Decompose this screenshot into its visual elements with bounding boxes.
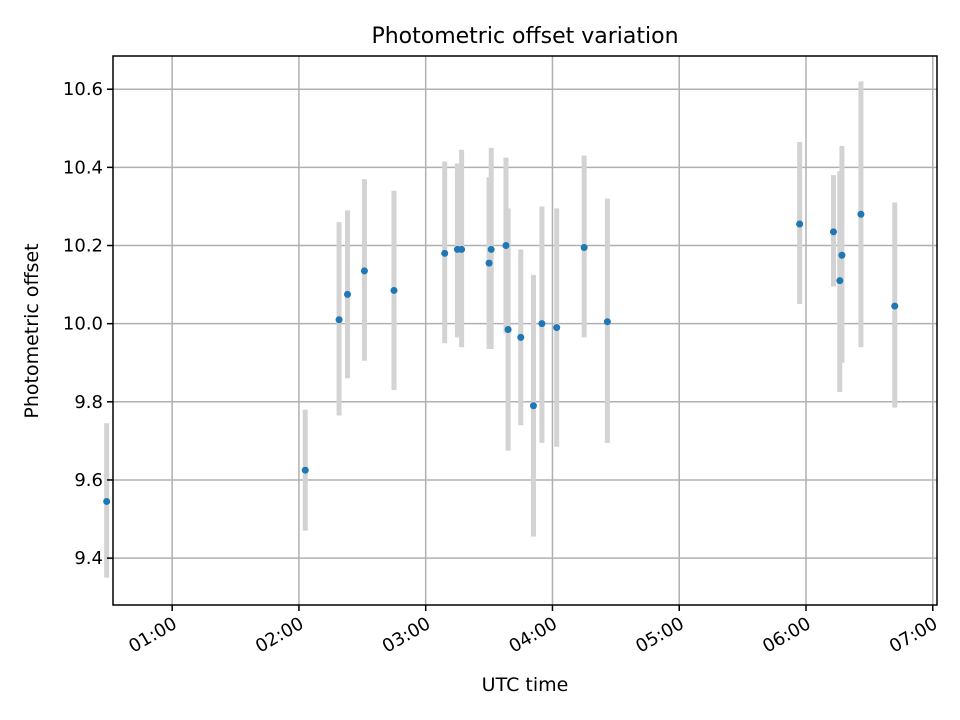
y-axis-ticks: 9.4 9.6 9.8 10.0 10.2 10.4 10.6 bbox=[63, 79, 113, 569]
data-point bbox=[335, 316, 343, 324]
y-tick-label: 10.2 bbox=[63, 236, 103, 257]
x-tick-label: 06:00 bbox=[759, 613, 814, 657]
x-tick-label: 02:00 bbox=[252, 613, 307, 657]
x-tick-label: 04:00 bbox=[506, 613, 561, 657]
data-points bbox=[103, 210, 899, 505]
data-point bbox=[441, 249, 449, 257]
x-tick-label: 03:00 bbox=[379, 613, 434, 657]
y-axis-label: Photometric offset bbox=[21, 243, 43, 418]
x-tick-label: 05:00 bbox=[632, 613, 687, 657]
grid-lines bbox=[113, 56, 937, 605]
data-point bbox=[838, 251, 846, 259]
data-point bbox=[517, 333, 525, 341]
data-point bbox=[529, 402, 537, 410]
data-point bbox=[796, 220, 804, 228]
error-bars bbox=[104, 81, 898, 578]
data-point bbox=[857, 210, 865, 218]
y-tick-label: 9.8 bbox=[74, 392, 103, 413]
data-point bbox=[458, 245, 466, 253]
data-point bbox=[485, 259, 493, 267]
x-tick-label: 07:00 bbox=[886, 613, 941, 657]
y-tick-label: 10.6 bbox=[63, 79, 103, 100]
data-point bbox=[502, 242, 510, 250]
data-point bbox=[344, 290, 352, 298]
data-point bbox=[553, 324, 561, 332]
data-point bbox=[487, 245, 495, 253]
data-point bbox=[301, 466, 309, 474]
data-point bbox=[504, 326, 512, 334]
data-point bbox=[538, 320, 546, 328]
data-point bbox=[360, 267, 368, 275]
y-tick-label: 10.4 bbox=[63, 157, 103, 178]
data-point bbox=[829, 228, 837, 236]
x-tick-label: 01:00 bbox=[125, 613, 180, 657]
x-axis-label: UTC time bbox=[482, 674, 569, 696]
data-point bbox=[891, 302, 899, 310]
y-tick-label: 10.0 bbox=[63, 314, 103, 335]
data-point bbox=[603, 318, 611, 326]
plot-frame bbox=[112, 55, 938, 606]
data-point bbox=[103, 497, 111, 505]
y-tick-label: 9.4 bbox=[74, 548, 103, 569]
y-tick-label: 9.6 bbox=[74, 470, 103, 491]
x-axis-ticks: 01:00 02:00 03:00 04:00 05:00 06:00 07:00 bbox=[125, 605, 941, 657]
data-point bbox=[580, 243, 588, 251]
data-point bbox=[836, 277, 844, 285]
data-point bbox=[390, 286, 398, 294]
chart-title: Photometric offset variation bbox=[371, 24, 678, 49]
